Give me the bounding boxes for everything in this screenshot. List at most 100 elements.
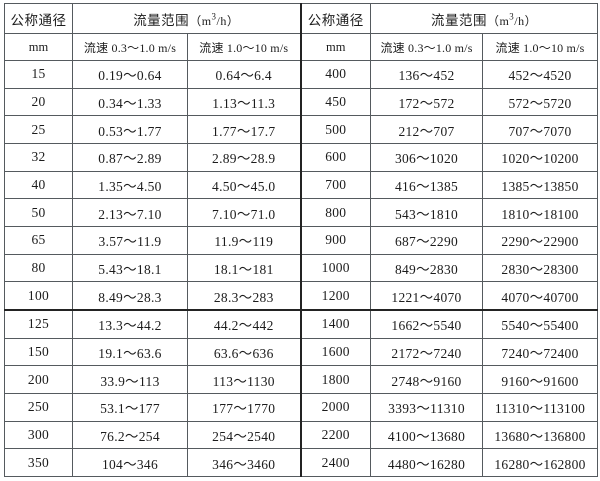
cell-flow-low-left: 0.53～1.77 (72, 115, 188, 144)
cell-nominal-diameter-right: 450 (299, 87, 372, 117)
cell-flow-low-right: 4480～16280 (370, 448, 484, 477)
cell-flow-high-right: 2290～22900 (482, 225, 599, 255)
cell-nominal-diameter-right: 1200 (299, 281, 372, 311)
cell-flow-low-left: 76.2～254 (72, 420, 188, 450)
table-row: 65 3.57～11.9 11.9～119 900 687～2290 2290～22900 (4, 225, 599, 255)
table-row: 100 8.49～28.3 28.3～283 1200 1221～4070 4070～40… (4, 281, 599, 311)
cell-flow-high-left: 63.6～636 (186, 337, 302, 367)
cell-flow-low-right: 306～1020 (370, 142, 484, 172)
table-body: 15 0.19～0.64 0.64～6.4 400 136～452 452～4520 20 0… (4, 60, 599, 477)
cell-flow-low-right: 543～1810 (370, 198, 484, 227)
cell-flow-low-left: 0.19～0.64 (72, 60, 188, 89)
header-velocity-high-right: 流速 1.0～10 m/s (482, 33, 599, 61)
cell-flow-high-left: 113～1130 (186, 365, 302, 394)
cell-flow-high-right: 1385～13850 (482, 170, 599, 200)
cell-nominal-diameter-right: 400 (299, 60, 372, 89)
cell-flow-low-left: 3.57～11.9 (72, 225, 188, 255)
cell-nominal-diameter-left: 350 (4, 448, 73, 477)
cell-flow-low-left: 5.43～18.1 (72, 253, 188, 283)
cell-flow-high-right: 707～7070 (482, 115, 599, 144)
header-flow-range-exponent-right: 3 (509, 11, 515, 21)
header-nominal-diameter-right: 公称通径 (299, 3, 372, 34)
cell-flow-low-left: 104～346 (72, 448, 188, 477)
header-flow-range-unit-close-right: /h） (514, 13, 538, 28)
header-velocity-low-right: 流速 0.3～1.0 m/s (370, 33, 484, 61)
cell-flow-high-left: 1.77～17.7 (186, 115, 302, 144)
cell-flow-low-right: 172～572 (370, 87, 484, 117)
cell-flow-low-left: 0.87～2.89 (72, 142, 188, 172)
cell-nominal-diameter-left: 32 (4, 142, 73, 172)
cell-nominal-diameter-left: 125 (4, 308, 73, 339)
cell-nominal-diameter-left: 15 (4, 60, 73, 89)
cell-flow-high-left: 1.13～11.3 (186, 87, 302, 117)
cell-flow-low-left: 33.9～113 (72, 365, 188, 394)
header-flow-range-unit-close-left: /h） (216, 13, 240, 28)
cell-flow-high-right: 4070～40700 (482, 281, 599, 311)
header-flow-range-right: 流量范围（m3/h） (370, 3, 599, 34)
table-row: 150 19.1～63.6 63.6～636 1600 2172～7240 7240～72… (4, 337, 599, 367)
flow-rate-table-container: 公称通径 流量范围（m3/h） 公称通径 流量范围（m3/h） mm 流速 0.… (4, 3, 599, 477)
table-row: 300 76.2～254 254～2540 2200 4100～13680 13680～1… (4, 420, 599, 450)
table-header: 公称通径 流量范围（m3/h） 公称通径 流量范围（m3/h） mm 流速 0.… (4, 3, 599, 61)
header-flow-range-exponent-left: 3 (211, 11, 217, 21)
cell-nominal-diameter-right: 2200 (299, 420, 372, 450)
table-row: 25 0.53～1.77 1.77～17.7 500 212～707 707～7070 (4, 115, 599, 144)
cell-nominal-diameter-left: 200 (4, 365, 73, 394)
cell-flow-low-right: 2172～7240 (370, 337, 484, 367)
cell-flow-low-right: 2748～9160 (370, 365, 484, 394)
cell-flow-low-left: 13.3～44.2 (72, 308, 188, 339)
cell-nominal-diameter-right: 500 (299, 115, 372, 144)
table-row: 200 33.9～113 113～1130 1800 2748～9160 9160～916… (4, 365, 599, 394)
cell-flow-high-right: 572～5720 (482, 87, 599, 117)
cell-flow-high-right: 7240～72400 (482, 337, 599, 367)
table-row: 32 0.87～2.89 2.89～28.9 600 306～1020 1020～1020… (4, 142, 599, 172)
cell-flow-high-right: 13680～136800 (482, 420, 599, 450)
cell-nominal-diameter-right: 800 (299, 198, 372, 227)
cell-flow-low-right: 3393～11310 (370, 392, 484, 422)
cell-flow-low-right: 849～2830 (370, 253, 484, 283)
header-velocity-high-left: 流速 1.0～10 m/s (186, 33, 302, 61)
cell-flow-high-left: 4.50～45.0 (186, 170, 302, 200)
flow-rate-table: 公称通径 流量范围（m3/h） 公称通径 流量范围（m3/h） mm 流速 0.… (4, 3, 599, 477)
table-row: 15 0.19～0.64 0.64～6.4 400 136～452 452～4520 (4, 60, 599, 89)
cell-flow-high-left: 2.89～28.9 (186, 142, 302, 172)
cell-nominal-diameter-right: 700 (299, 170, 372, 200)
header-row-secondary: mm 流速 0.3～1.0 m/s 流速 1.0～10 m/s mm 流速 0.… (4, 33, 599, 61)
table-row: 350 104～346 346～3460 2400 4480～16280 16280～16… (4, 448, 599, 477)
cell-flow-low-right: 687～2290 (370, 225, 484, 255)
header-flow-range-label-left: 流量范围 (133, 12, 190, 28)
cell-flow-high-left: 177～1770 (186, 392, 302, 422)
cell-nominal-diameter-left: 65 (4, 225, 73, 255)
table-row: 20 0.34～1.33 1.13～11.3 450 172～572 572～5720 (4, 87, 599, 117)
header-flow-range-label-right: 流量范围 (430, 12, 487, 28)
header-unit-mm-right: mm (299, 33, 372, 61)
cell-nominal-diameter-right: 2400 (299, 448, 372, 477)
table-row: 50 2.13～7.10 7.10～71.0 800 543～1810 1810～1810… (4, 198, 599, 227)
cell-flow-low-right: 136～452 (370, 60, 484, 89)
table-row: 80 5.43～18.1 18.1～181 1000 849～2830 2830～2830… (4, 253, 599, 283)
cell-flow-high-left: 254～2540 (186, 420, 302, 450)
cell-flow-low-left: 1.35～4.50 (72, 170, 188, 200)
cell-flow-low-left: 0.34～1.33 (72, 87, 188, 117)
header-row-primary: 公称通径 流量范围（m3/h） 公称通径 流量范围（m3/h） (4, 3, 599, 34)
cell-flow-high-left: 44.2～442 (186, 308, 302, 339)
cell-nominal-diameter-left: 25 (4, 115, 73, 144)
cell-flow-low-right: 416～1385 (370, 170, 484, 200)
cell-nominal-diameter-right: 600 (299, 142, 372, 172)
table-row: 40 1.35～4.50 4.50～45.0 700 416～1385 1385～1385… (4, 170, 599, 200)
cell-nominal-diameter-right: 1000 (299, 253, 372, 283)
cell-flow-high-left: 11.9～119 (186, 225, 302, 255)
cell-flow-high-left: 0.64～6.4 (186, 60, 302, 89)
cell-flow-high-right: 452～4520 (482, 60, 599, 89)
cell-nominal-diameter-left: 20 (4, 87, 73, 117)
cell-nominal-diameter-right: 1800 (299, 365, 372, 394)
cell-nominal-diameter-left: 100 (4, 281, 73, 311)
cell-nominal-diameter-right: 900 (299, 225, 372, 255)
cell-flow-high-left: 7.10～71.0 (186, 198, 302, 227)
cell-flow-high-right: 1020～10200 (482, 142, 599, 172)
cell-flow-low-left: 53.1～177 (72, 392, 188, 422)
cell-flow-high-left: 18.1～181 (186, 253, 302, 283)
header-unit-mm-left: mm (4, 33, 73, 61)
header-velocity-low-left: 流速 0.3～1.0 m/s (72, 33, 188, 61)
cell-nominal-diameter-right: 1400 (299, 308, 372, 339)
